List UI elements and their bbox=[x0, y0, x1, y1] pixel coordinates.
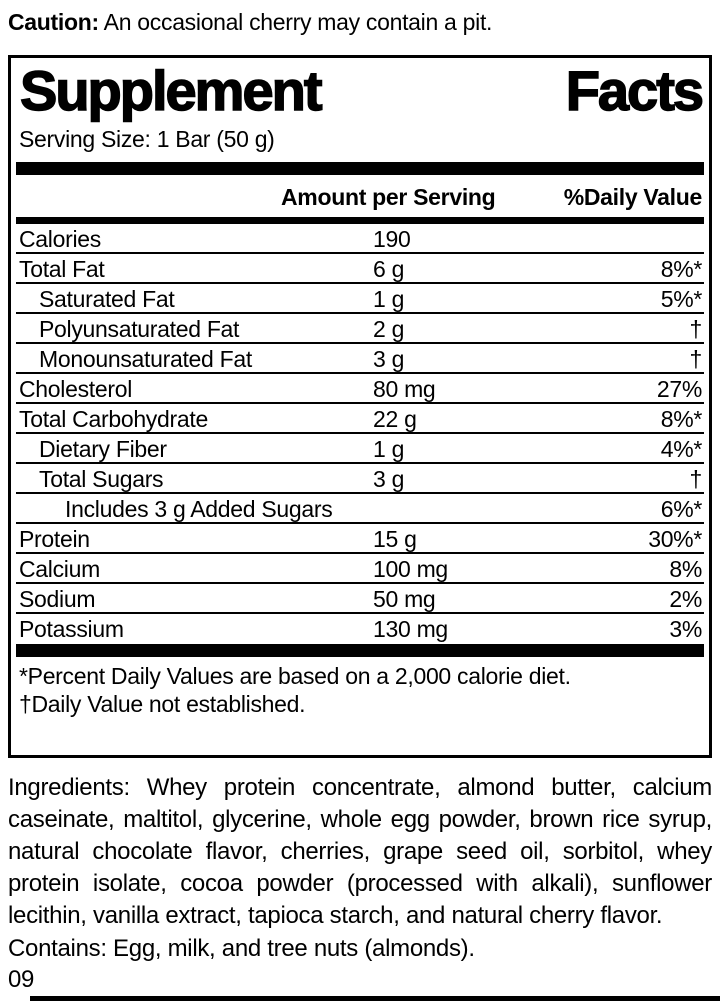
table-row: Dietary Fiber 1 g 4%* bbox=[16, 434, 704, 464]
nutrient-name: Saturated Fat bbox=[39, 286, 175, 312]
footnote-dv-not-established: †Daily Value not established. bbox=[19, 691, 306, 717]
nutrient-amount: 3 g bbox=[373, 346, 405, 372]
panel-title: Supplement Facts bbox=[16, 58, 705, 122]
nutrient-daily-value: 3% bbox=[669, 616, 702, 642]
panel-title-word1: Supplement bbox=[19, 59, 323, 122]
ingredients-paragraph: Ingredients: Whey protein concentrate, a… bbox=[8, 774, 712, 929]
nutrient-amount: 15 g bbox=[373, 526, 417, 552]
nutrient-name: Cholesterol bbox=[19, 376, 133, 402]
panel-title-word2: Facts bbox=[565, 59, 705, 122]
nutrient-name: Calories bbox=[19, 226, 101, 252]
table-row: Potassium 130 mg 3% bbox=[16, 614, 704, 644]
column-header-row: Amount per Serving %Daily Value bbox=[16, 175, 704, 217]
nutrient-amount: 6 g bbox=[373, 256, 405, 282]
serving-size: Serving Size: 1 Bar (50 g) bbox=[19, 126, 275, 152]
separator-bar-thick-top bbox=[16, 162, 704, 175]
table-row: Calcium 100 mg 8% bbox=[16, 554, 704, 584]
footnote-percent-dv: *Percent Daily Values are based on a 2,0… bbox=[19, 663, 571, 689]
table-row: Calories 190 bbox=[16, 224, 704, 254]
nutrient-amount: 1 g bbox=[373, 436, 405, 462]
table-row: Protein 15 g 30%* bbox=[16, 524, 704, 554]
caution-text: An occasional cherry may contain a pit. bbox=[98, 9, 493, 35]
nutrient-daily-value: 8%* bbox=[660, 256, 703, 282]
separator-bar-thick-bottom bbox=[16, 644, 704, 657]
nutrient-name: Total Carbohydrate bbox=[19, 406, 208, 432]
separator-bar-medium bbox=[16, 217, 704, 224]
nutrient-amount: 190 bbox=[373, 226, 411, 252]
nutrient-daily-value: 8%* bbox=[660, 406, 703, 432]
nutrient-daily-value: 2% bbox=[669, 586, 702, 612]
table-row: Total Carbohydrate 22 g 8%* bbox=[16, 404, 704, 434]
nutrient-amount: 50 mg bbox=[373, 586, 436, 612]
nutrient-name: Calcium bbox=[19, 556, 100, 582]
caution-label: Caution: bbox=[8, 9, 99, 35]
nutrient-daily-value: 4%* bbox=[660, 436, 703, 462]
lot-number: 09 bbox=[8, 966, 35, 993]
nutrient-name: Potassium bbox=[19, 616, 124, 642]
nutrient-name: Sodium bbox=[19, 586, 96, 612]
nutrient-table: Calories 190 Total Fat 6 g 8%* Saturated Fat 1… bbox=[16, 224, 704, 644]
nutrient-daily-value: 27% bbox=[656, 376, 702, 402]
table-row: Total Sugars 3 g † bbox=[16, 464, 704, 494]
table-row: Includes 3 g Added Sugars 6%* bbox=[16, 494, 704, 524]
table-row: Polyunsaturated Fat 2 g † bbox=[16, 314, 704, 344]
nutrient-amount: 22 g bbox=[373, 406, 417, 432]
nutrient-daily-value: 30%* bbox=[648, 526, 702, 552]
caution-line: Caution: An occasional cherry may contai… bbox=[0, 0, 720, 35]
nutrient-daily-value: 6%* bbox=[660, 496, 703, 522]
nutrient-name: Polyunsaturated Fat bbox=[39, 316, 240, 342]
nutrient-name: Total Sugars bbox=[39, 466, 164, 492]
daily-value-header: %Daily Value bbox=[563, 184, 703, 210]
table-row: Sodium 50 mg 2% bbox=[16, 584, 704, 614]
nutrient-amount: 1 g bbox=[373, 286, 405, 312]
nutrient-daily-value: 5%* bbox=[660, 286, 703, 312]
nutrient-name: Includes 3 g Added Sugars bbox=[65, 496, 333, 522]
nutrient-daily-value: 8% bbox=[669, 556, 702, 582]
nutrient-name: Total Fat bbox=[19, 256, 105, 282]
nutrient-daily-value: † bbox=[689, 346, 703, 372]
nutrient-name: Monounsaturated Fat bbox=[39, 346, 252, 372]
amount-per-serving-header: Amount per Serving bbox=[281, 184, 496, 210]
footnotes: *Percent Daily Values are based on a 2,0… bbox=[16, 657, 704, 724]
nutrient-amount: 130 mg bbox=[373, 616, 448, 642]
supplement-facts-panel: Supplement Facts Serving Size: 1 Bar (50… bbox=[8, 55, 712, 758]
nutrient-amount: 3 g bbox=[373, 466, 405, 492]
nutrient-amount: 2 g bbox=[373, 316, 405, 342]
nutrient-daily-value: † bbox=[689, 316, 703, 342]
bottom-edge-bar bbox=[30, 996, 720, 1001]
table-row: Cholesterol 80 mg 27% bbox=[16, 374, 704, 404]
nutrient-name: Protein bbox=[19, 526, 90, 552]
table-row: Total Fat 6 g 8%* bbox=[16, 254, 704, 284]
nutrient-name: Dietary Fiber bbox=[39, 436, 167, 462]
contains-statement: Contains: Egg, milk, and tree nuts (almo… bbox=[8, 935, 475, 962]
nutrient-daily-value: † bbox=[689, 466, 703, 492]
table-row: Saturated Fat 1 g 5%* bbox=[16, 284, 704, 314]
nutrient-amount: 80 mg bbox=[373, 376, 436, 402]
nutrient-amount: 100 mg bbox=[373, 556, 448, 582]
table-row: Monounsaturated Fat 3 g † bbox=[16, 344, 704, 374]
